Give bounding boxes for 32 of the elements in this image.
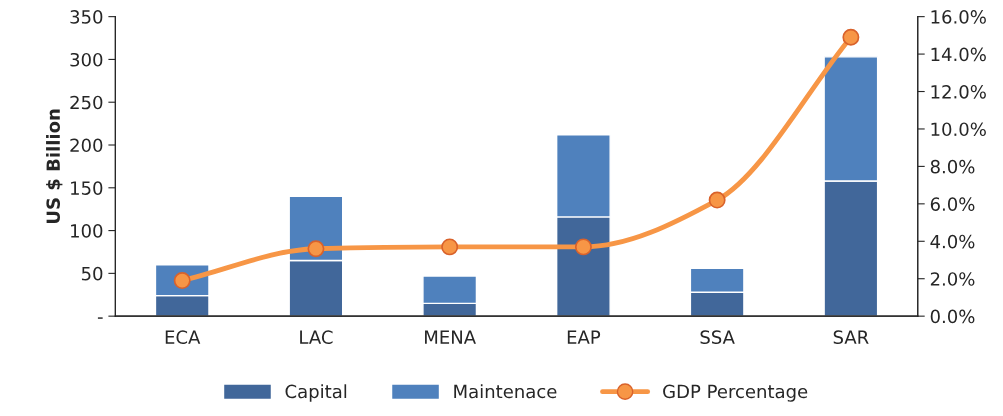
point bbox=[307, 240, 325, 258]
legend-label: GDP Percentage bbox=[663, 384, 808, 402]
y2-tick-label: 8.0% bbox=[930, 159, 975, 174]
x-tick-label: SSA bbox=[700, 330, 735, 345]
y2-tick-label: 14.0% bbox=[931, 47, 986, 62]
point bbox=[574, 238, 592, 256]
y-tick-label: - bbox=[97, 317, 103, 319]
y-tick-label: 100 bbox=[71, 224, 103, 238]
y2-tick-label: 10.0% bbox=[931, 122, 986, 137]
y2-tick-label: 16.0% bbox=[931, 10, 986, 24]
x-tick-label: MENA bbox=[425, 330, 476, 344]
y-tick-label: 200 bbox=[70, 138, 103, 153]
y2-tick-label: 6.0% bbox=[930, 197, 975, 211]
y-tick-label: 300 bbox=[70, 52, 103, 67]
y-tick-label: 50 bbox=[81, 266, 103, 281]
legend-label: Capital bbox=[285, 384, 347, 402]
x-tick-label: SAR bbox=[833, 330, 869, 345]
point bbox=[708, 191, 726, 209]
x-tick-label: EAP bbox=[567, 330, 601, 344]
y-tick-label: 350 bbox=[70, 10, 103, 24]
x-tick-label: LAC bbox=[300, 330, 333, 345]
point bbox=[441, 238, 459, 256]
y-axis-title: US $ Billion bbox=[46, 109, 63, 224]
y2-tick-label: 2.0% bbox=[930, 272, 975, 286]
legend-label: Maintenace bbox=[454, 384, 557, 399]
y2-tick-label: 4.0% bbox=[930, 234, 975, 249]
x-tick-label: ECA bbox=[165, 330, 201, 345]
y-tick-label: 250 bbox=[70, 95, 103, 110]
y2-tick-label: 12.0% bbox=[931, 84, 986, 99]
y-tick-label: 150 bbox=[71, 181, 103, 195]
point bbox=[842, 28, 860, 46]
y2-tick-label: 0.0% bbox=[930, 309, 975, 324]
